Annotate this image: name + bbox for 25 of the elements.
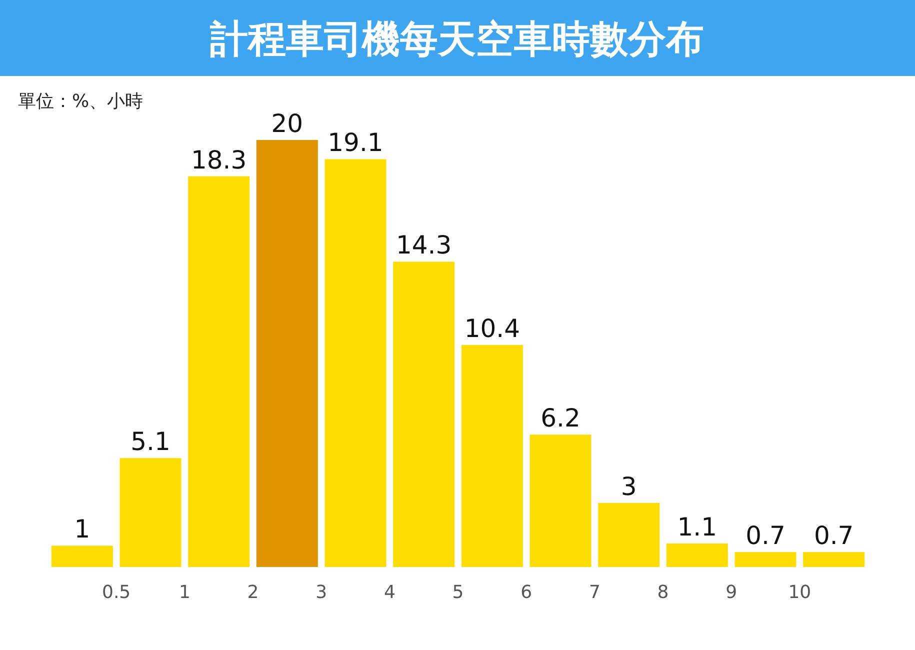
text: 3 [316,582,328,603]
chart-title: 計程車司機每天空車時數分布 [209,17,704,61]
chart-subtitle: 單位：%、小時 [18,91,144,112]
data-label: 0.7 [814,521,854,550]
data-label: 0.7 [746,521,786,550]
text: 9 [726,582,738,603]
data-label: 1 [74,514,90,544]
data-label: 3 [620,472,637,501]
data-label: 6.2 [540,404,580,433]
data-label: 1.1 [677,512,718,542]
text: 10 [788,582,812,603]
data-label: 5.1 [130,427,170,456]
text: 7 [588,582,600,603]
data-label: 14.3 [396,230,452,260]
data-label: 10.4 [464,314,520,343]
text: 8 [657,582,669,603]
data-label: 20 [271,109,304,138]
data-label: 19.1 [328,128,384,158]
text: 2 [247,582,259,603]
text: 6 [520,582,532,603]
text: 5 [452,582,464,603]
text: 1 [178,582,190,603]
data-label: 18.3 [190,145,247,174]
text: 0.5 [102,582,131,603]
text: 4 [384,582,396,603]
